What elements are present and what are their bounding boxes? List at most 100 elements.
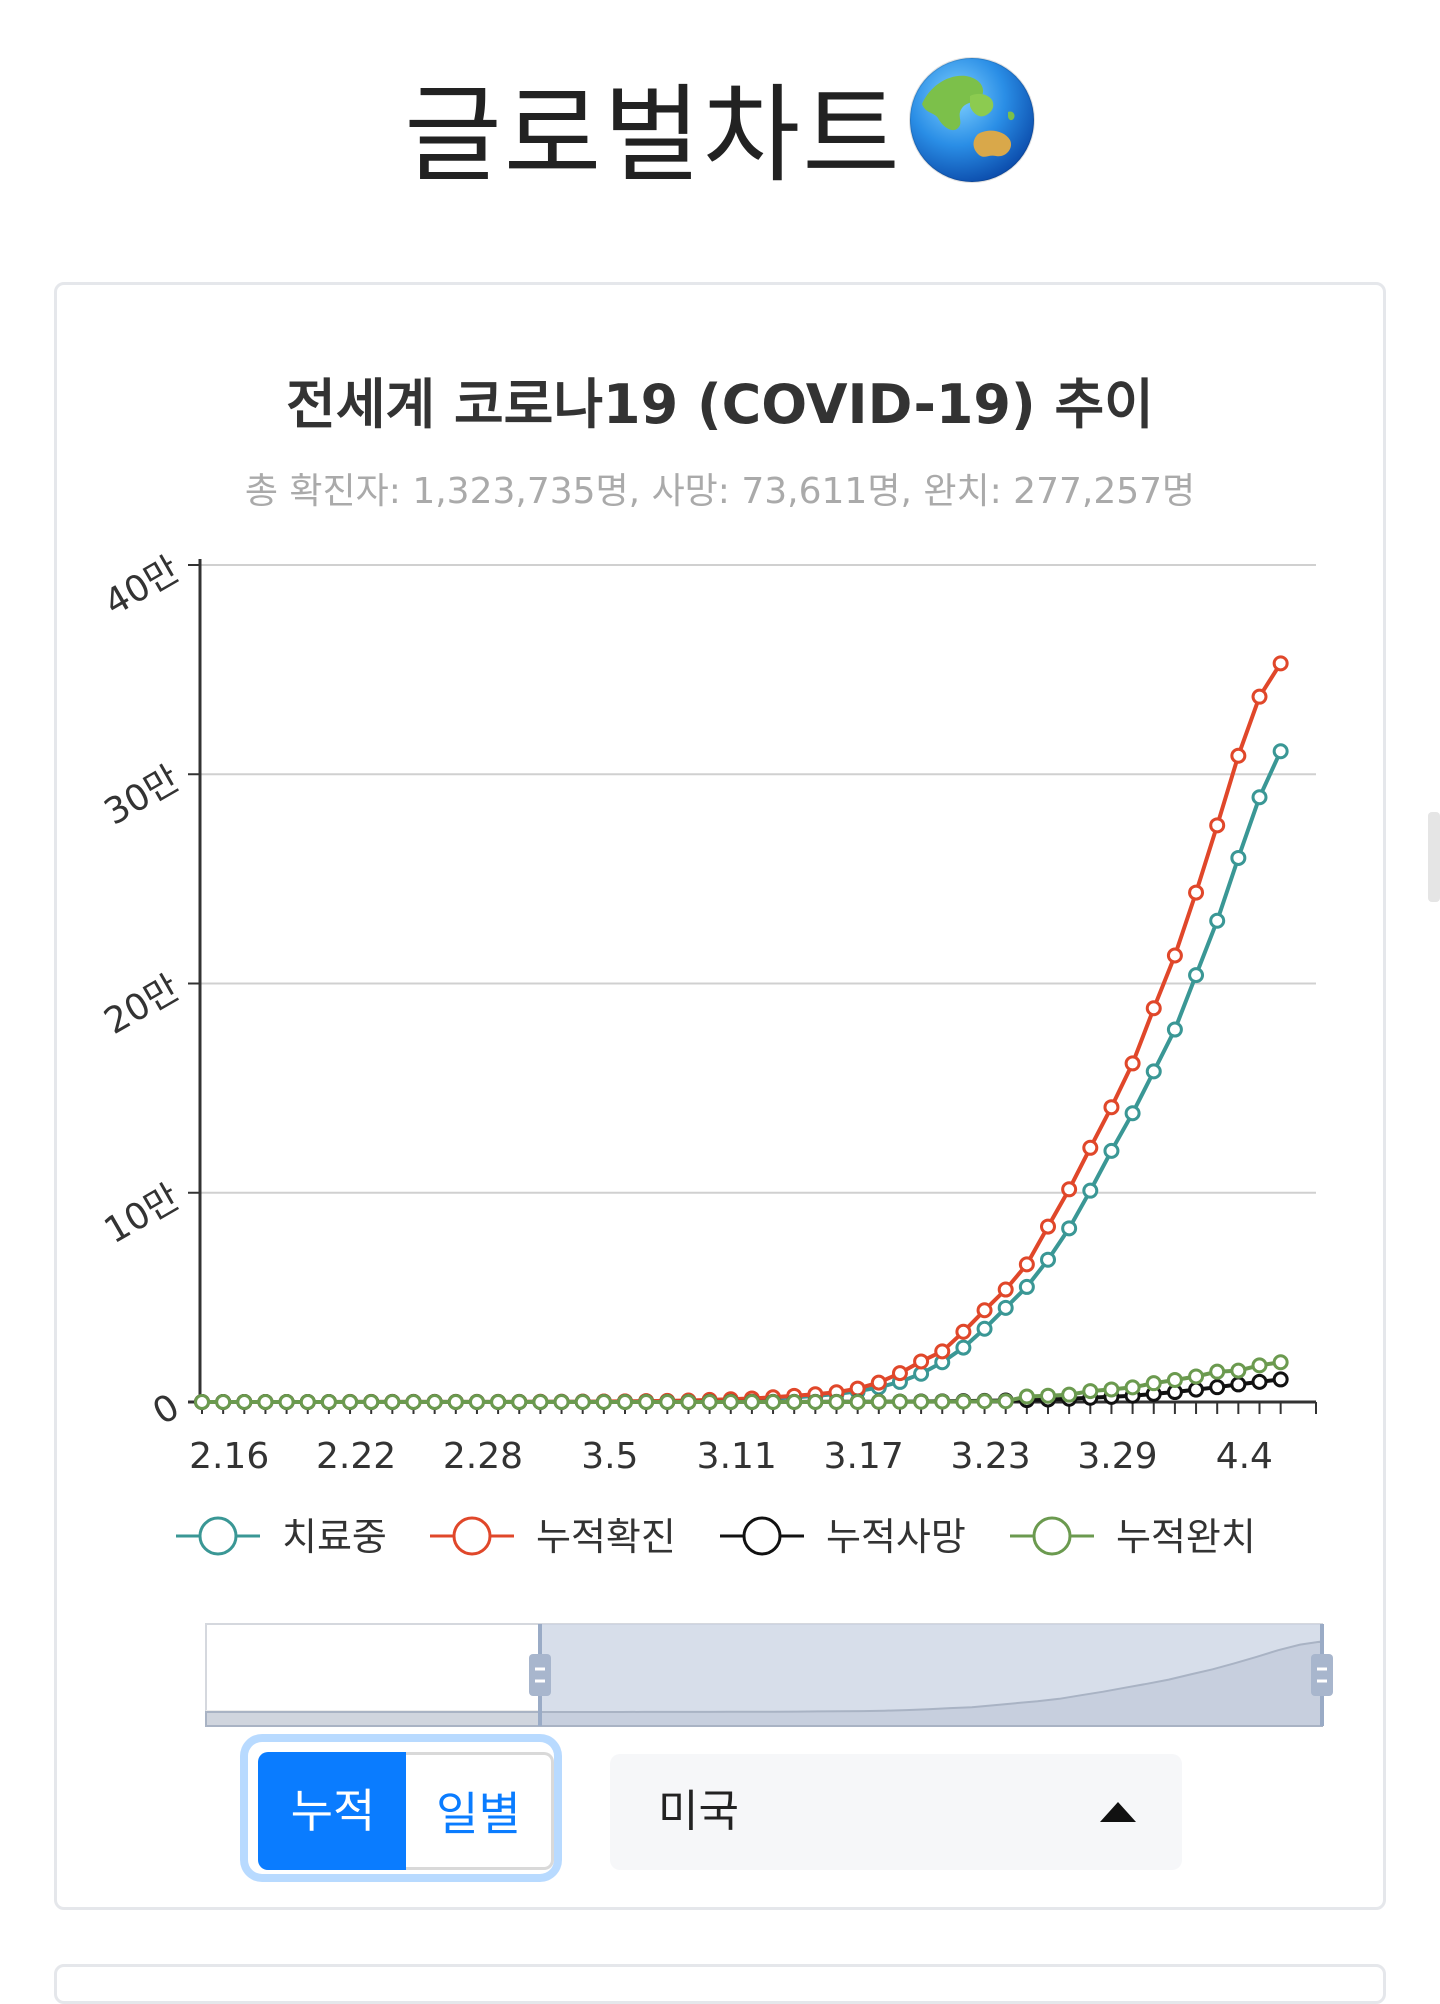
data-point xyxy=(722,1393,739,1410)
data-point xyxy=(828,1393,845,1410)
data-point xyxy=(870,1393,887,1410)
chart-title: 전세계 코로나19 (COVID-19) 추이 xyxy=(286,373,1154,436)
legend-item[interactable]: 누적확진 xyxy=(430,1515,676,1559)
data-point xyxy=(743,1393,760,1410)
data-point xyxy=(1209,912,1226,929)
data-point xyxy=(320,1393,337,1410)
data-point xyxy=(1103,1381,1120,1398)
x-tick-label: 3.5 xyxy=(581,1436,638,1477)
data-point xyxy=(1018,1256,1035,1273)
data-point xyxy=(1082,1383,1099,1400)
data-point xyxy=(490,1393,507,1410)
data-point xyxy=(1145,1375,1162,1392)
data-point xyxy=(1251,1357,1268,1374)
cumulative-button[interactable]: 누적 xyxy=(258,1752,408,1870)
chart-subtitle: 총 확진자: 1,323,735명, 사망: 73,611명, 완치: 277,… xyxy=(244,471,1196,512)
zoom-handle-left[interactable] xyxy=(529,1624,551,1726)
y-tick-label: 10만 xyxy=(98,1177,187,1252)
data-point xyxy=(617,1393,633,1410)
data-point xyxy=(849,1393,866,1410)
data-point xyxy=(891,1393,908,1410)
data-point xyxy=(532,1393,549,1410)
series-layer xyxy=(194,655,1289,1410)
x-tick-label: 3.11 xyxy=(697,1436,777,1477)
data-point xyxy=(1040,1218,1056,1235)
data-point xyxy=(1061,1386,1078,1403)
legend-label: 누적확진 xyxy=(536,1515,676,1559)
axes: 0 10만 20만 30만 40만 2.16 2.22 2.28 3.5 3.11 3.17 3.23… xyxy=(98,549,1317,1477)
globe-asia-australia-icon xyxy=(908,56,1036,218)
legend-marker xyxy=(198,1516,238,1556)
data-point xyxy=(934,1343,951,1360)
y-tick-label: 40만 xyxy=(98,549,187,624)
legend-label: 누적사망 xyxy=(826,1515,966,1559)
data-point xyxy=(976,1302,993,1319)
daily-button[interactable]: 일별 xyxy=(406,1752,554,1870)
data-point xyxy=(955,1393,972,1410)
data-point xyxy=(934,1393,951,1410)
series-line xyxy=(202,1360,1281,1404)
data-point xyxy=(1188,884,1205,901)
data-point xyxy=(1251,688,1268,705)
x-tick-label: 3.17 xyxy=(824,1436,904,1477)
data-point xyxy=(194,1394,210,1410)
data-point xyxy=(997,1281,1014,1298)
data-point xyxy=(1230,747,1247,764)
data-point xyxy=(215,1394,232,1410)
country-select[interactable]: 미국 xyxy=(610,1754,1182,1870)
data-point xyxy=(426,1393,443,1410)
zoom-handle-right[interactable] xyxy=(1311,1624,1333,1726)
data-point xyxy=(1166,947,1183,964)
data-point xyxy=(1272,1354,1289,1371)
data-point xyxy=(1082,1139,1099,1156)
data-point xyxy=(765,1393,782,1410)
data-point xyxy=(574,1393,591,1410)
legend-label: 치료중 xyxy=(282,1515,387,1559)
data-point xyxy=(913,1393,930,1410)
x-tick-label: 2.22 xyxy=(316,1436,396,1477)
data-point xyxy=(1188,1368,1205,1385)
data-point xyxy=(1166,1021,1183,1038)
legend-item[interactable]: 치료중 xyxy=(176,1515,387,1559)
data-point xyxy=(1188,967,1205,984)
data-point xyxy=(701,1393,718,1410)
data-point xyxy=(299,1394,316,1410)
y-tick-label: 30만 xyxy=(98,759,187,834)
x-tick-label: 2.28 xyxy=(443,1436,523,1477)
data-point xyxy=(1230,1362,1247,1379)
data-point xyxy=(913,1353,930,1370)
data-point xyxy=(1124,1055,1141,1072)
data-point xyxy=(1145,1000,1162,1017)
data-point xyxy=(1061,1181,1078,1198)
data-point xyxy=(891,1365,908,1382)
data-point xyxy=(595,1393,612,1410)
x-tick-label: 3.23 xyxy=(950,1436,1030,1477)
data-point xyxy=(1124,1379,1141,1396)
scrollbar-handle[interactable] xyxy=(1428,812,1440,902)
data-point xyxy=(1124,1105,1141,1122)
legend-marker xyxy=(452,1516,492,1556)
legend-marker xyxy=(1032,1516,1072,1556)
legend-item[interactable]: 누적사망 xyxy=(720,1515,966,1559)
legend-item[interactable]: 누적완치 xyxy=(1010,1515,1256,1559)
zoom-slider[interactable] xyxy=(205,1623,1333,1727)
data-point xyxy=(1230,849,1247,866)
data-point xyxy=(976,1393,993,1410)
data-point xyxy=(1040,1387,1056,1404)
data-point xyxy=(342,1393,359,1410)
handle-grip xyxy=(529,1654,551,1696)
series-line xyxy=(202,750,1283,1404)
series-4 xyxy=(194,1354,1289,1410)
data-point xyxy=(638,1393,655,1410)
data-point xyxy=(1230,1376,1247,1393)
data-point xyxy=(363,1393,380,1410)
data-point xyxy=(1145,1063,1162,1080)
data-point xyxy=(1018,1278,1035,1295)
data-point xyxy=(1061,1220,1078,1237)
data-point xyxy=(955,1323,972,1340)
data-point xyxy=(1251,789,1268,806)
series-2 xyxy=(194,655,1289,1410)
data-point xyxy=(1251,1373,1268,1390)
data-point xyxy=(976,1320,993,1337)
legend[interactable]: 치료중 누적확진 누적사망 누적완치 xyxy=(176,1515,1256,1559)
